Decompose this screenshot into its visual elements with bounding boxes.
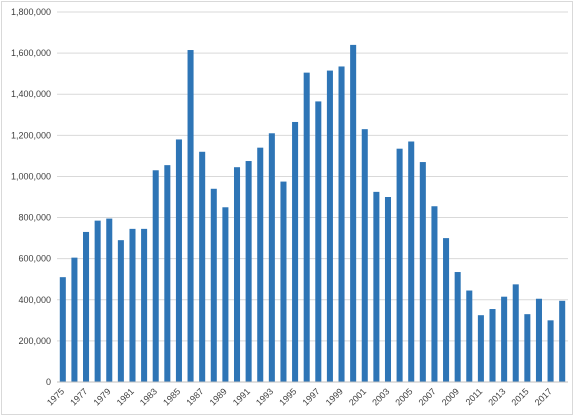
bar-2002 [373,191,380,382]
y-tick-label: 0 [46,377,51,387]
bar-1991 [245,161,252,382]
x-tick-label: 1991 [231,386,252,407]
x-tick-label: 1989 [208,386,229,407]
x-tick-label: 1975 [45,386,66,407]
x-tick-label: 1981 [115,386,136,407]
bar-2018 [559,300,566,382]
bar-2008 [443,238,450,382]
y-tick-label: 1,200,000 [11,130,51,140]
bar-1975 [59,277,66,382]
x-tick-label: 1983 [138,386,159,407]
bar-2013 [501,296,508,382]
x-axis-tick-labels: 1975 1977 1979 1981 1983 1985 1987 1989 1991 1993… [45,386,554,407]
bar-series [59,44,566,383]
bar-2003 [384,197,392,382]
bar-1987 [199,151,206,382]
bar-1992 [257,147,264,382]
y-tick-label: 1,400,000 [11,89,51,99]
bar-1982 [141,228,148,382]
x-tick-label: 1997 [300,386,321,407]
bar-1989 [222,207,229,382]
bar-2017 [547,320,554,382]
x-tick-label: 2015 [510,386,531,407]
x-tick-label: 2011 [464,386,485,407]
y-tick-label: 400,000 [18,295,51,305]
bar-2009 [454,272,461,382]
y-tick-label: 800,000 [18,213,51,223]
bar-1985 [175,139,182,382]
x-tick-label: 1985 [161,386,182,407]
bar-1993 [268,133,275,382]
bar-2015 [524,314,531,382]
bar-1997 [315,101,322,383]
x-tick-label: 2007 [417,386,438,407]
bar-2001 [361,129,368,382]
y-axis-tick-labels: 0 200,000 400,000 600,000 800,000 1,000,000 1,… [11,7,51,387]
bar-2005 [408,141,415,382]
bar-2006 [419,162,426,382]
bar-1984 [164,165,171,382]
bar-1979 [106,218,113,382]
x-tick-label: 1979 [91,386,112,407]
bar-1996 [303,72,310,382]
bar-1976 [71,257,78,382]
x-tick-label: 2013 [486,386,507,407]
x-tick-label: 2009 [440,386,461,407]
bar-2012 [489,309,496,382]
bar-2004 [396,148,403,382]
bar-1995 [292,121,299,382]
y-tick-label: 1,000,000 [11,171,51,181]
x-tick-label: 1977 [68,386,89,407]
bar-2007 [431,206,438,382]
bar-1994 [280,181,287,382]
bar-2010 [466,290,473,382]
bar-1998 [326,70,333,382]
bar-1983 [152,170,159,382]
bar-1990 [233,167,241,382]
bar-1978 [94,220,101,382]
bar-1977 [83,231,90,382]
x-tick-label: 1995 [277,386,298,407]
bar-1999 [338,66,345,382]
bar-1981 [129,228,136,382]
y-tick-label: 1,800,000 [11,7,51,17]
bar-1988 [210,188,217,382]
x-tick-label: 1987 [184,386,205,407]
x-tick-label: 2001 [347,386,368,407]
bar-2011 [477,315,484,382]
bar-1980 [117,240,124,382]
bar-2016 [535,298,542,382]
y-tick-label: 200,000 [18,336,51,346]
y-tick-label: 1,600,000 [11,48,51,58]
x-tick-label: 2017 [533,386,554,407]
bar-2000 [350,44,357,383]
bar-2014 [512,284,519,382]
x-tick-label: 2005 [393,386,414,407]
x-tick-label: 2003 [370,386,391,407]
y-tick-label: 600,000 [18,254,51,264]
x-tick-label: 1993 [254,386,275,407]
bar-1986 [187,50,194,383]
x-tick-label: 1999 [324,386,345,407]
